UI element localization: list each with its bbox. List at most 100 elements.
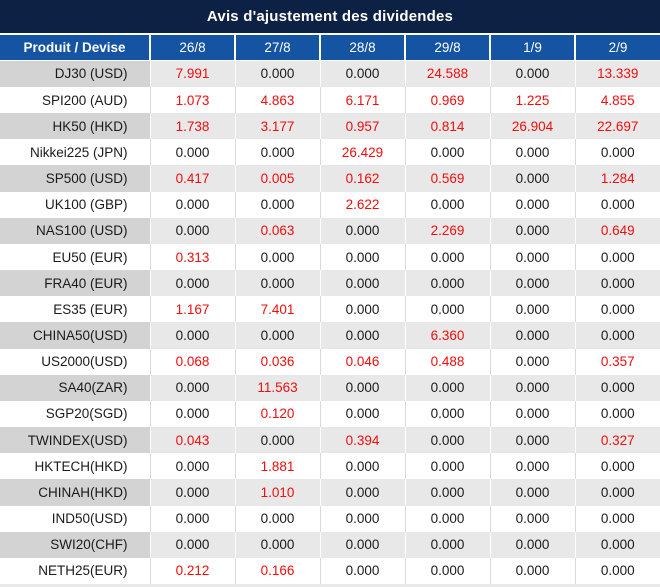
dividend-value: 0.814	[404, 113, 490, 140]
table-row: CHINAH(HKD) 0.000 1.010 0.000 0.000 0.000 0.00…	[0, 479, 660, 506]
table-row: SGP20(SGD) 0.000 0.120 0.000 0.000 0.000 0.000	[0, 400, 660, 428]
dividend-value: 0.000	[149, 505, 235, 532]
dividend-value: 0.000	[149, 374, 235, 401]
dividend-value: 1.738	[149, 113, 235, 140]
table-row: SWI20(CHF) 0.000 0.000 0.000 0.000 0.000 0.000	[0, 531, 660, 558]
dividend-value: 0.046	[319, 348, 405, 375]
product-label: SA40(ZAR)	[0, 374, 150, 401]
dividend-value: 0.000	[404, 191, 490, 218]
header-product-devise: Produit / Devise	[0, 35, 150, 61]
dividend-value: 0.212	[149, 557, 235, 584]
product-label: CHINAH(HKD)	[0, 479, 150, 506]
dividend-value: 0.000	[319, 322, 405, 349]
dividend-value: 0.000	[149, 479, 235, 506]
table-row: FRA40 (EUR) 0.000 0.000 0.000 0.000 0.000 0.00…	[0, 270, 660, 297]
dividend-value: 0.063	[234, 217, 320, 244]
product-label: FRA40 (EUR)	[0, 270, 150, 297]
dividend-value: 0.166	[234, 557, 320, 584]
product-label: IND50(USD)	[0, 505, 150, 532]
dividend-value: 0.000	[319, 270, 405, 297]
table-row: ES35 (EUR) 1.167 7.401 0.000 0.000 0.000 0.000	[0, 296, 660, 323]
product-label: SWI20(CHF)	[0, 531, 150, 558]
dividend-value: 0.000	[404, 270, 490, 297]
dividend-value: 0.000	[574, 557, 660, 584]
header-date-27-8: 27/8	[234, 35, 320, 61]
dividend-value: 0.000	[489, 557, 575, 584]
dividend-value: 0.000	[574, 296, 660, 323]
header-date-2-9: 2/9	[574, 35, 660, 61]
dividend-value: 0.000	[574, 400, 660, 428]
dividend-value: 24.588	[404, 60, 490, 88]
dividend-value: 1.167	[149, 296, 235, 323]
dividend-value: 0.000	[489, 296, 575, 323]
dividend-value: 0.000	[404, 400, 490, 428]
dividend-value: 4.855	[574, 87, 660, 114]
header-date-26-8: 26/8	[149, 35, 235, 61]
table-row: CHINA50(USD) 0.000 0.000 0.000 6.360 0.000 0.0…	[0, 322, 660, 349]
dividend-value: 1.881	[234, 453, 320, 480]
table-row: HK50 (HKD) 1.738 3.177 0.957 0.814 26.904 22.6…	[0, 113, 660, 140]
dividend-value: 0.000	[319, 217, 405, 244]
dividend-value: 0.000	[574, 322, 660, 349]
product-label: Nikkei225 (JPN)	[0, 139, 150, 166]
product-label: US2000(USD)	[0, 348, 150, 375]
dividend-value: 0.000	[319, 374, 405, 401]
dividend-value: 7.401	[234, 296, 320, 323]
dividend-value: 0.000	[404, 453, 490, 480]
dividend-value: 0.000	[234, 427, 320, 454]
product-label: HKTECH(HKD)	[0, 453, 150, 480]
dividend-value: 0.000	[319, 505, 405, 532]
dividend-value: 26.429	[319, 139, 405, 166]
dividend-value: 0.649	[574, 217, 660, 244]
dividend-value: 0.000	[574, 479, 660, 506]
dividend-value: 0.000	[234, 243, 320, 271]
dividend-value: 0.000	[319, 243, 405, 271]
dividend-value: 0.162	[319, 165, 405, 192]
table-row: SA40(ZAR) 0.000 11.563 0.000 0.000 0.000 0.000	[0, 374, 660, 401]
table-row: HKTECH(HKD) 0.000 1.881 0.000 0.000 0.000 0.00…	[0, 453, 660, 480]
dividend-value: 0.357	[574, 348, 660, 375]
product-label: ES35 (EUR)	[0, 296, 150, 323]
dividend-value: 1.225	[489, 87, 575, 114]
dividend-value: 0.969	[404, 87, 490, 114]
dividend-value: 0.000	[489, 374, 575, 401]
table-row: DJ30 (USD) 7.991 0.000 0.000 24.588 0.000 13.3…	[0, 60, 660, 88]
dividend-value: 0.000	[574, 453, 660, 480]
header-row: Produit / Devise 26/8 27/8 28/8 29/8 1/9…	[0, 35, 660, 61]
dividend-value: 0.000	[319, 296, 405, 323]
product-label: NAS100 (USD)	[0, 217, 150, 244]
table-row: SP500 (USD) 0.417 0.005 0.162 0.569 0.000 1.28…	[0, 165, 660, 192]
dividend-value: 0.000	[234, 270, 320, 297]
dividend-value: 0.000	[234, 322, 320, 349]
dividend-value: 0.000	[404, 139, 490, 166]
dividend-value: 0.000	[234, 139, 320, 166]
dividend-value: 0.000	[404, 505, 490, 532]
dividend-value: 0.000	[489, 322, 575, 349]
dividend-value: 0.043	[149, 427, 235, 454]
dividend-value: 0.000	[404, 243, 490, 271]
table-body: DJ30 (USD) 7.991 0.000 0.000 24.588 0.000 13.3…	[0, 60, 660, 584]
header-date-28-8: 28/8	[319, 35, 405, 61]
dividend-value: 1.073	[149, 87, 235, 114]
dividend-value: 0.000	[234, 191, 320, 218]
dividend-value: 0.000	[489, 217, 575, 244]
dividend-value: 0.120	[234, 400, 320, 428]
dividend-value: 0.000	[574, 374, 660, 401]
dividend-value: 0.000	[319, 557, 405, 584]
product-label: UK100 (GBP)	[0, 191, 150, 218]
dividend-value: 0.000	[404, 557, 490, 584]
page-title: Avis d'ajustement des dividendes	[0, 0, 660, 33]
dividend-value: 0.417	[149, 165, 235, 192]
product-label: SP500 (USD)	[0, 165, 150, 192]
dividend-value: 0.000	[319, 531, 405, 558]
dividend-value: 0.000	[489, 191, 575, 218]
product-label: EU50 (EUR)	[0, 243, 150, 271]
dividend-value: 0.000	[574, 531, 660, 558]
dividend-value: 0.000	[574, 243, 660, 271]
dividend-value: 0.000	[234, 60, 320, 88]
dividend-value: 1.010	[234, 479, 320, 506]
table-row: IND50(USD) 0.000 0.000 0.000 0.000 0.000 0.000	[0, 505, 660, 532]
dividend-value: 0.000	[149, 270, 235, 297]
dividend-value: 0.000	[489, 453, 575, 480]
